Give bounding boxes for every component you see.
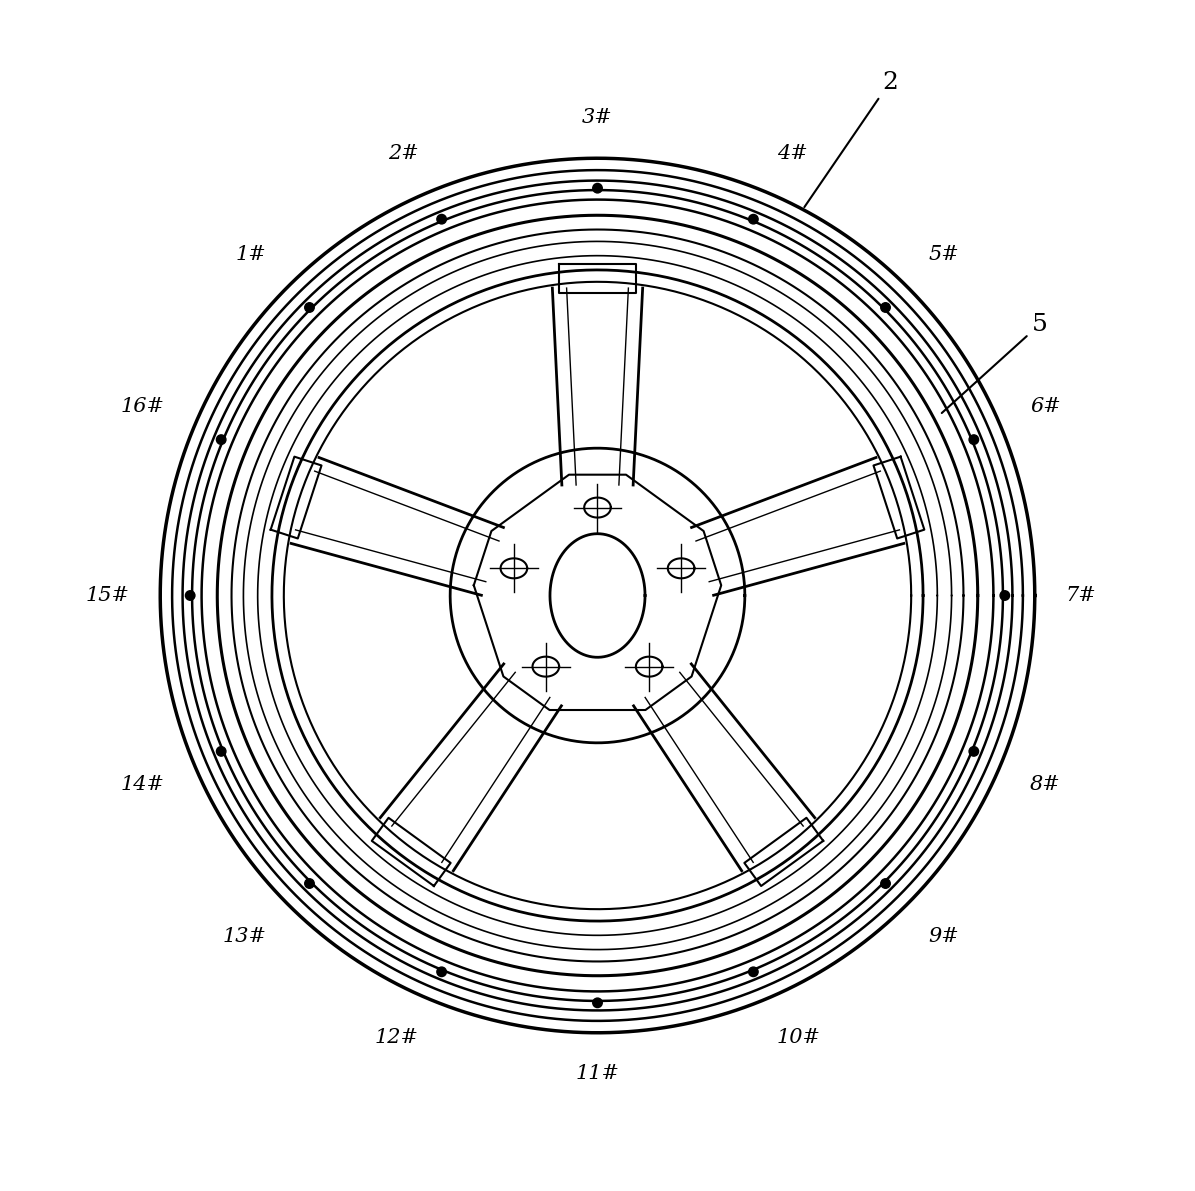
Text: 2: 2 [804, 70, 897, 207]
Circle shape [748, 214, 758, 224]
Circle shape [185, 591, 195, 600]
Text: 15#: 15# [85, 586, 129, 605]
Text: 12#: 12# [374, 1028, 418, 1047]
Circle shape [881, 879, 890, 888]
Text: 6#: 6# [1030, 398, 1061, 417]
Text: 2#: 2# [387, 144, 418, 163]
Text: 14#: 14# [121, 774, 165, 793]
Text: 3#: 3# [582, 108, 613, 127]
Text: 4#: 4# [777, 144, 808, 163]
Circle shape [305, 303, 314, 312]
Circle shape [969, 435, 979, 444]
Circle shape [216, 747, 226, 756]
Circle shape [748, 967, 758, 977]
Circle shape [305, 879, 314, 888]
Text: 5: 5 [942, 313, 1048, 413]
Text: 7#: 7# [1066, 586, 1096, 605]
Text: 8#: 8# [1030, 774, 1061, 793]
Text: 16#: 16# [121, 398, 165, 417]
Circle shape [437, 967, 447, 977]
Text: 13#: 13# [222, 927, 266, 946]
Text: 10#: 10# [777, 1028, 821, 1047]
Circle shape [593, 998, 602, 1008]
Text: 9#: 9# [929, 927, 960, 946]
Circle shape [216, 435, 226, 444]
Circle shape [437, 214, 447, 224]
Text: 11#: 11# [576, 1064, 619, 1083]
Circle shape [593, 183, 602, 193]
Text: 1#: 1# [235, 245, 266, 264]
Circle shape [1000, 591, 1010, 600]
Circle shape [881, 303, 890, 312]
Circle shape [969, 747, 979, 756]
Text: 5#: 5# [929, 245, 960, 264]
